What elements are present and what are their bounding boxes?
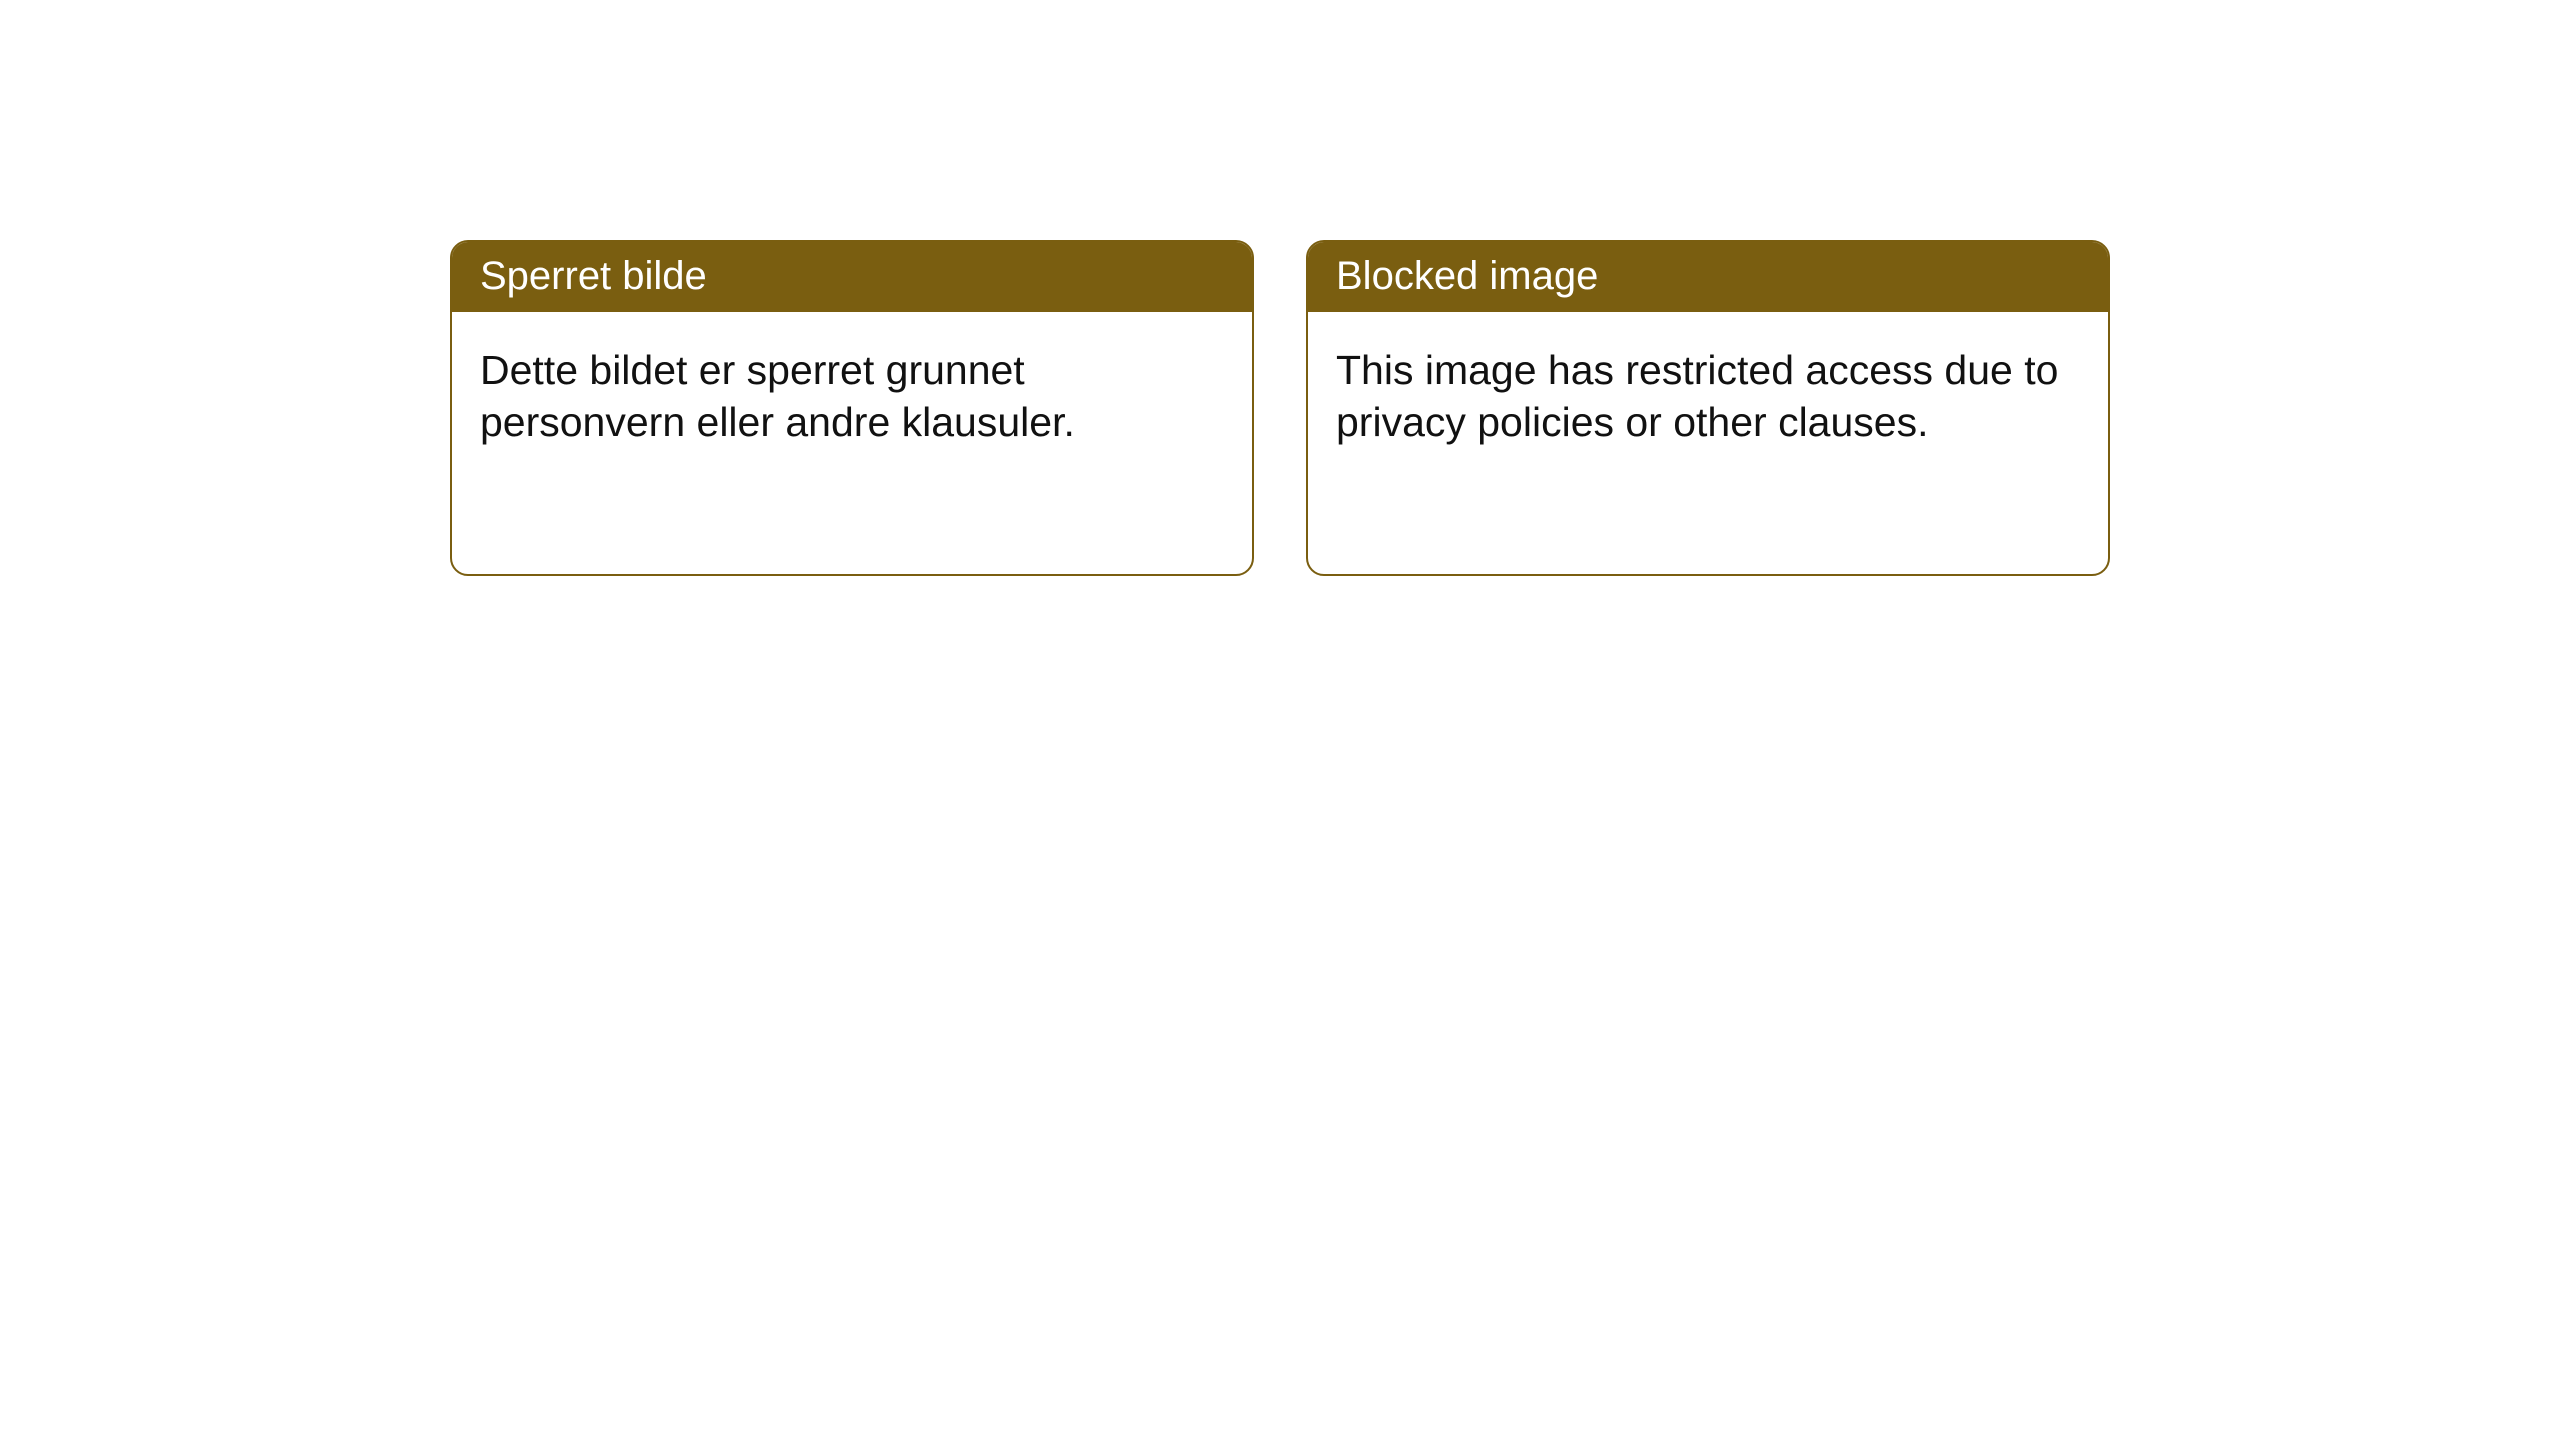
blocked-image-card-no: Sperret bilde Dette bildet er sperret gr…	[450, 240, 1254, 576]
card-body: This image has restricted access due to …	[1308, 312, 2108, 481]
card-title: Blocked image	[1336, 254, 1598, 298]
card-body-text: This image has restricted access due to …	[1336, 347, 2058, 445]
card-body: Dette bildet er sperret grunnet personve…	[452, 312, 1252, 481]
card-title: Sperret bilde	[480, 254, 707, 298]
card-header: Sperret bilde	[452, 242, 1252, 312]
card-body-text: Dette bildet er sperret grunnet personve…	[480, 347, 1075, 445]
cards-container: Sperret bilde Dette bildet er sperret gr…	[0, 0, 2560, 576]
card-header: Blocked image	[1308, 242, 2108, 312]
blocked-image-card-en: Blocked image This image has restricted …	[1306, 240, 2110, 576]
